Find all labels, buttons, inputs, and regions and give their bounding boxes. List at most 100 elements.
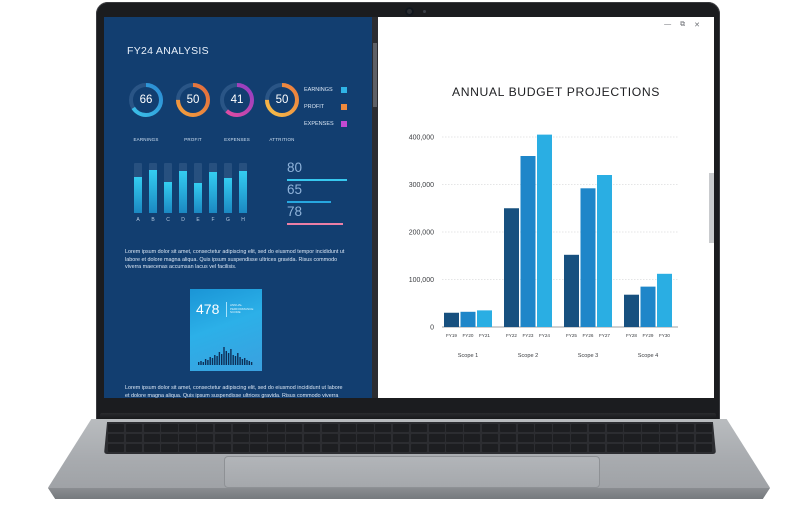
description-paragraph: Lorem ipsum dolor sit amet, consectetur …	[125, 249, 345, 271]
donut-gauge: 50	[263, 81, 301, 119]
keyboard-key	[268, 433, 285, 443]
donut-gauge: 50	[174, 81, 212, 119]
laptop-hinge	[100, 413, 716, 421]
keyboard-key	[535, 424, 552, 433]
keyboard-key	[143, 433, 160, 443]
sparkline-bar	[211, 358, 214, 365]
keyboard-key	[571, 443, 588, 452]
legend-swatch	[341, 121, 347, 127]
donut-ring	[265, 83, 299, 117]
y-tick-label: 200,000	[409, 230, 434, 237]
keyboard-key	[339, 424, 356, 433]
keyboard-key	[464, 443, 481, 452]
mini-bar-label: B	[151, 217, 155, 223]
chart-window: — ⧉ ✕ ANNUAL BUDGET PROJECTIONS 0 100,000…	[378, 17, 714, 398]
legend-label: PROFIT	[304, 104, 325, 110]
keyboard-key	[481, 424, 499, 433]
chart-bar	[520, 156, 536, 327]
donut-label: EXPENSES	[224, 137, 250, 142]
legend-label: EXPENSES	[304, 121, 334, 127]
keyboard-key	[303, 443, 321, 452]
x-tick-label: FY30	[659, 333, 670, 338]
sparkline-bar	[221, 354, 223, 365]
stat-value: 65	[287, 182, 303, 197]
donut-label: PROFIT	[184, 137, 202, 142]
window-scrollbar[interactable]	[709, 173, 714, 243]
keyboard-key	[143, 424, 160, 433]
mini-bar-label: G	[226, 217, 230, 223]
scrollbar-thumb[interactable]	[373, 43, 377, 107]
donut-arc	[265, 83, 299, 117]
donut-label: ATTRITION	[269, 137, 295, 142]
sparkline-bar	[225, 351, 227, 365]
keyboard-key	[624, 424, 641, 433]
keyboard-key	[179, 433, 196, 443]
keyboard-key	[410, 443, 428, 452]
keyboard-key	[232, 424, 249, 433]
sparkline-bar	[230, 349, 232, 365]
keyboard-key	[125, 433, 143, 443]
y-tick-label: 0	[430, 325, 434, 332]
keyboard-key	[197, 433, 214, 443]
keyboard-key	[286, 443, 303, 452]
chart-title: ANNUAL BUDGET PROJECTIONS	[452, 85, 660, 99]
sparkline-bar	[246, 360, 248, 365]
y-tick-label: 400,000	[409, 135, 434, 142]
sparkline-bar	[202, 362, 204, 365]
mini-bar-fill	[134, 177, 142, 213]
donut-gauge: 66	[127, 81, 165, 119]
mini-bar-label: F	[211, 217, 215, 223]
restore-icon[interactable]: ⧉	[680, 21, 686, 28]
donut-arc	[220, 83, 254, 117]
keyboard-key	[321, 433, 338, 443]
keyboard-key	[375, 443, 392, 452]
keyboard-key	[660, 443, 677, 452]
x-tick-label: FY26	[583, 333, 594, 338]
keyboard-key	[232, 433, 249, 443]
keyboard-key	[357, 433, 374, 443]
keyboard-key	[499, 424, 517, 433]
keyboard-key	[571, 424, 588, 433]
keyboard-key	[695, 424, 712, 433]
keyboard-key	[660, 433, 677, 443]
keyboard-key	[179, 424, 196, 433]
kpi-divider	[226, 302, 227, 317]
mini-bar-label: E	[196, 217, 200, 223]
chart-bar	[444, 312, 459, 327]
stat-line	[287, 201, 331, 203]
group-label: Scope 1	[458, 353, 479, 359]
keyboard-key	[161, 443, 178, 452]
keyboard	[104, 422, 716, 454]
mini-bar-fill	[209, 172, 217, 213]
kpi-value: 478	[196, 301, 220, 317]
sparkline-bar	[227, 353, 230, 365]
keyboard-key	[695, 433, 712, 443]
legend-profit: PROFIT	[304, 104, 347, 110]
chart-bar	[597, 175, 612, 327]
touchpad	[224, 456, 600, 488]
keyboard-key	[428, 443, 445, 452]
keyboard-key	[392, 424, 410, 433]
stat-line	[287, 223, 343, 225]
keyboard-key	[214, 433, 232, 443]
keyboard-key	[606, 433, 623, 443]
close-icon[interactable]: ✕	[694, 22, 700, 29]
stat-line	[287, 179, 347, 181]
mini-bar-label: C	[166, 217, 170, 223]
mini-bar	[134, 163, 142, 213]
keyboard-key	[553, 433, 570, 443]
sparkline-bar	[248, 361, 250, 365]
laptop-screen: FY24 ANALYSIS 66 EARNINGS 50 PROFIT 41 EXPENS…	[104, 17, 714, 398]
keyboard-key	[250, 433, 267, 443]
keyboard-key	[108, 443, 125, 452]
keyboard-key	[499, 433, 517, 443]
donut-label: EARNINGS	[133, 137, 159, 142]
keyboard-key	[535, 433, 552, 443]
keyboard-key	[392, 433, 410, 443]
pane-splitter[interactable]	[372, 17, 378, 398]
keyboard-key	[232, 443, 249, 452]
keyboard-key	[375, 433, 392, 443]
x-tick-label: FY22	[506, 333, 517, 338]
analysis-dashboard: FY24 ANALYSIS 66 EARNINGS 50 PROFIT 41 EXPENS…	[104, 17, 374, 398]
minimize-icon[interactable]: —	[664, 21, 672, 28]
